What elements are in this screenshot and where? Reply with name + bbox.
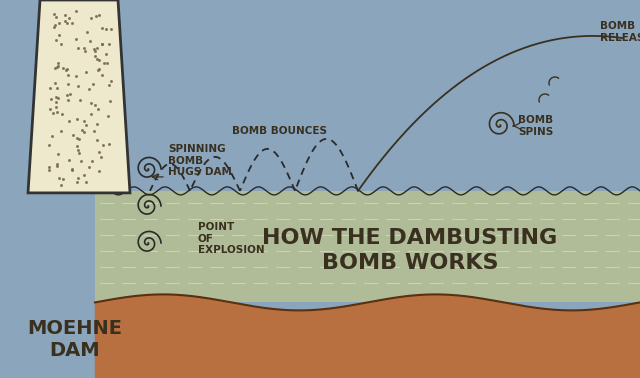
Text: BOMB
RELEASE: BOMB RELEASE bbox=[600, 21, 640, 43]
Text: HOW THE DAMBUSTING
BOMB WORKS: HOW THE DAMBUSTING BOMB WORKS bbox=[262, 228, 557, 273]
Text: SPINNING
BOMB
HUGS DAM: SPINNING BOMB HUGS DAM bbox=[168, 144, 232, 178]
Polygon shape bbox=[95, 191, 640, 302]
Text: BOMB
SPINS: BOMB SPINS bbox=[518, 115, 553, 137]
Text: BOMB BOUNCES: BOMB BOUNCES bbox=[232, 126, 328, 136]
Polygon shape bbox=[28, 0, 130, 193]
Text: MOEHNE
DAM: MOEHNE DAM bbox=[28, 319, 122, 360]
Text: POINT
OF
EXPLOSION: POINT OF EXPLOSION bbox=[198, 222, 264, 256]
